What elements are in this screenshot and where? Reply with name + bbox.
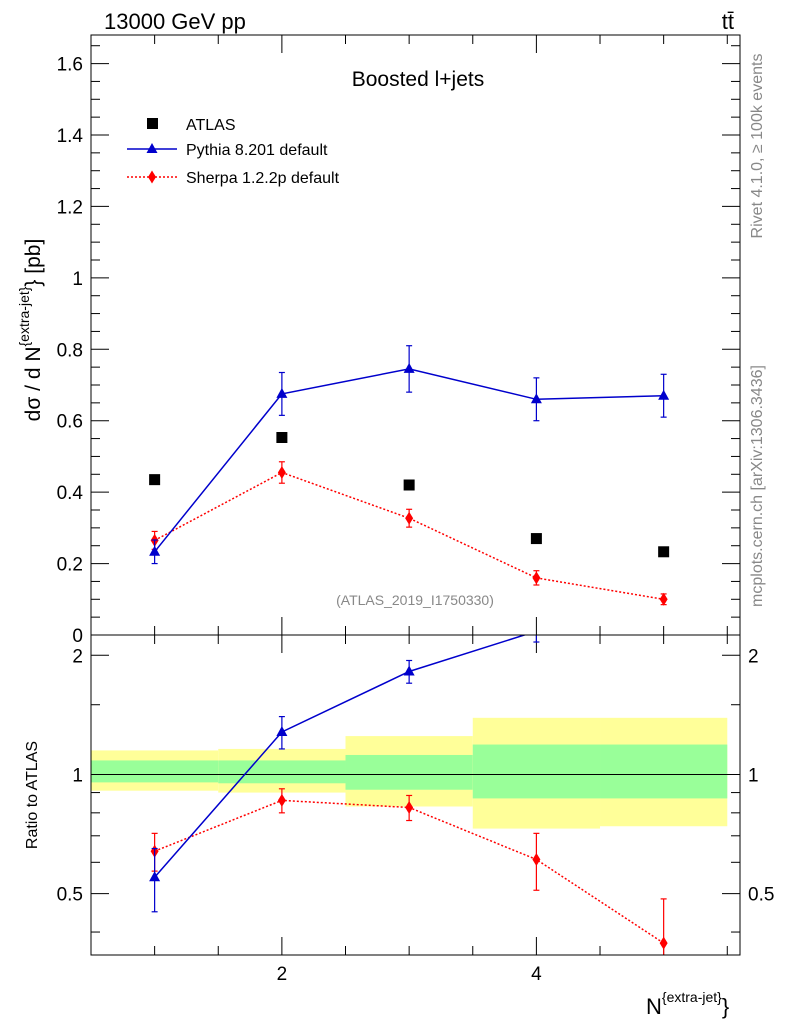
main-y-tick-label: 0.4 (57, 483, 84, 504)
ratio-plot-frame (90, 634, 741, 956)
xlabel-suffix: } (722, 994, 729, 1019)
ratio-pythia-point (403, 665, 415, 676)
ratio-axis-ticks: 0.5 0.5 1 1 2 2 2 4 (57, 635, 774, 985)
main-y-tick-label: 1.4 (57, 126, 84, 147)
main-y-tick-label: 0 (72, 626, 83, 647)
main-y-tick-label: 0.2 (57, 555, 83, 576)
pythia-point (149, 545, 161, 556)
ratio-pythia-point (149, 871, 161, 882)
rivet-version-label: Rivet 4.1.0, ≥ 100k events (749, 54, 766, 239)
main-plot-series (149, 345, 670, 606)
svg-text:dσ / d N{extra-jet}} [pb]: dσ / d N{extra-jet}} [pb] (16, 239, 45, 422)
ratio-y-tick-label-right: 1 (748, 765, 759, 786)
process-label: tt̄ (722, 9, 734, 34)
ratio-sherpa-point (405, 801, 414, 815)
ratio-band-inner (345, 754, 473, 790)
xlabel-main: N (646, 994, 662, 1019)
legend-atlas-marker (147, 118, 158, 129)
xlabel-sup: {extra-jet} (662, 989, 722, 1005)
legend-pythia-marker (146, 143, 158, 153)
atlas-point (149, 474, 161, 486)
pythia-point (530, 393, 542, 404)
main-y-tick-label: 0.8 (57, 340, 83, 361)
legend-pythia-label: Pythia 8.201 default (186, 142, 328, 159)
sherpa-line (154, 471, 664, 601)
main-axis-ticks: 0 0.2 0.4 0.6 0.8 1 1.2 1.4 1.6 (57, 35, 740, 647)
main-y-tick-label: 1.6 (57, 55, 83, 76)
x-tick-label: 4 (531, 964, 542, 985)
ratio-y-tick-label: 2 (72, 646, 83, 667)
ylabel-prefix: dσ / d N (22, 347, 45, 422)
ylabel-sup: {extra-jet} (16, 286, 32, 346)
atlas-point (276, 432, 288, 443)
sherpa-point (532, 571, 541, 585)
legend-atlas-label: ATLAS (186, 117, 236, 134)
ratio-sherpa-point (532, 852, 541, 866)
svg-text:N{extra-jet}}: N{extra-jet}} (646, 989, 729, 1019)
ratio-band-inner (91, 760, 219, 783)
energy-label: 13000 GeV pp (104, 9, 246, 34)
ratio-band-inner (218, 760, 346, 784)
pythia-point (403, 362, 415, 373)
ratio-band-inner (600, 744, 728, 799)
x-axis-label: N{extra-jet}} (646, 989, 729, 1019)
main-y-tick-label: 0.6 (57, 412, 83, 433)
plot-title: Boosted l+jets (352, 68, 485, 91)
sherpa-point (405, 511, 414, 525)
mcplots-label: mcplots.cern.ch [arXiv:1306.3436] (749, 365, 766, 607)
x-tick-label: 2 (277, 964, 288, 985)
sherpa-point (659, 592, 668, 606)
ratio-sherpa-point (659, 936, 668, 950)
sherpa-point (277, 466, 286, 479)
ratio-sherpa-point (277, 793, 286, 807)
pythia-point (658, 389, 670, 400)
ratio-pythia-point (276, 726, 288, 737)
legend-sherpa-marker (148, 170, 156, 184)
analysis-tag: (ATLAS_2019_I1750330) (336, 592, 494, 608)
ratio-y-tick-label-right: 0.5 (748, 885, 774, 906)
atlas-point (658, 546, 670, 558)
main-y-tick-label: 1.2 (57, 197, 83, 218)
atlas-point (530, 533, 542, 545)
ratio-y-tick-label: 1 (72, 765, 83, 786)
pythia-point (276, 387, 288, 398)
ratio-y-axis-label: Ratio to ATLAS (24, 741, 41, 849)
ylabel-suffix: } [pb] (22, 239, 45, 287)
ratio-uncertainty-bands (91, 717, 728, 829)
atlas-point (403, 479, 415, 491)
ratio-y-tick-label-right: 2 (748, 646, 759, 667)
ratio-band-inner (472, 744, 601, 799)
legend: ATLAS Pythia 8.201 default Sherpa 1.2.2p… (127, 117, 340, 187)
main-y-axis-label: dσ / d N{extra-jet}} [pb] (16, 239, 45, 422)
legend-sherpa-label: Sherpa 1.2.2p default (186, 170, 340, 187)
main-y-tick-label: 1 (72, 269, 83, 290)
ratio-y-tick-label: 0.5 (57, 885, 83, 906)
